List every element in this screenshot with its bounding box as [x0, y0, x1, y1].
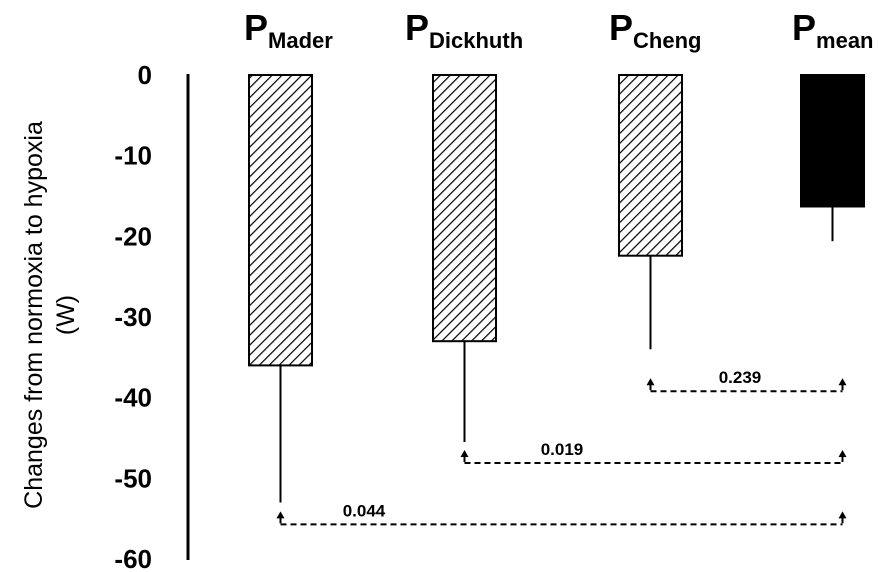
p-value-label: 0.239 [719, 368, 762, 387]
y-axis-label-line: (W) [52, 295, 80, 335]
arrow-head [276, 511, 285, 519]
arrow-head [838, 450, 847, 458]
y-tick-label: -30 [114, 302, 152, 332]
y-axis: 0 -10 -20 -30 -40 -50 -60 [114, 60, 190, 572]
p-value-label: 0.019 [541, 440, 584, 459]
y-tick-label: -60 [114, 544, 152, 572]
y-tick-label: -20 [114, 221, 152, 251]
category-label: PMader [244, 7, 333, 53]
y-axis-label: Changes from normoxia to hypoxia (W) [20, 121, 80, 509]
arrow-head [646, 378, 655, 386]
bar-dickhuth [432, 74, 497, 343]
category-label: PDickhuth [405, 7, 523, 53]
bar-mader [248, 74, 313, 367]
bar-cheng [618, 74, 683, 257]
arrow-head [838, 511, 847, 519]
arrow-head [838, 378, 847, 386]
category-subscript: mean [816, 28, 873, 53]
category-label: Pmean [792, 7, 874, 53]
p-value-label: 0.044 [343, 501, 386, 520]
bar-mean [800, 74, 865, 208]
arrow-head [460, 450, 469, 458]
y-tick-label: 0 [138, 60, 152, 90]
y-tick-label: -10 [114, 141, 152, 171]
y-axis-label-line: Changes from normoxia to hypoxia [20, 121, 48, 509]
category-subscript: Mader [268, 28, 333, 53]
y-tick-label: -40 [114, 383, 152, 413]
category-subscript: Dickhuth [429, 28, 523, 53]
y-tick-label: -50 [114, 463, 152, 493]
category-subscript: Cheng [633, 28, 701, 53]
bars [248, 74, 865, 503]
category-label: PCheng [609, 7, 701, 53]
category-labels: PMader PDickhuth PCheng Pmean [244, 7, 874, 53]
comparisons: 0.239 0.019 0.044 [276, 368, 847, 526]
